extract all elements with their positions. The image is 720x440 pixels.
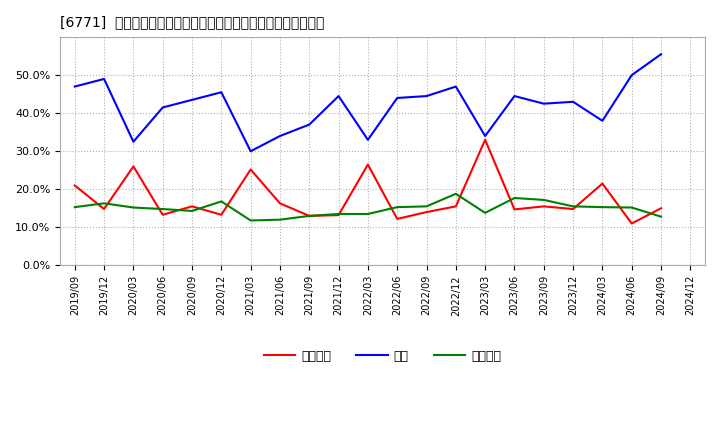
在庫	[188, 97, 197, 103]
売上債権	[305, 213, 314, 219]
売上債権	[158, 212, 167, 217]
在庫	[158, 105, 167, 110]
売上債権	[71, 183, 79, 188]
売上債権	[451, 204, 460, 209]
買入債務	[100, 201, 109, 206]
在庫	[217, 90, 225, 95]
売上債権	[364, 162, 372, 167]
在庫	[598, 118, 607, 124]
在庫	[510, 93, 519, 99]
買入債務	[569, 204, 577, 209]
在庫	[364, 137, 372, 143]
買入債務	[188, 208, 197, 213]
売上債権	[276, 201, 284, 206]
買入債務	[422, 204, 431, 209]
Text: [6771]  売上債権、在庫、買入債務の総資産に対する比率の推移: [6771] 売上債権、在庫、買入債務の総資産に対する比率の推移	[60, 15, 325, 29]
買入債務	[158, 206, 167, 212]
在庫	[334, 93, 343, 99]
買入債務	[71, 205, 79, 210]
売上債権	[539, 204, 548, 209]
買入債務	[364, 211, 372, 216]
在庫	[71, 84, 79, 89]
売上債権	[393, 216, 402, 222]
在庫	[627, 73, 636, 78]
在庫	[569, 99, 577, 104]
在庫	[129, 139, 138, 144]
Line: 売上債権: 売上債権	[75, 140, 661, 224]
買入債務	[598, 205, 607, 210]
売上債権	[246, 167, 255, 172]
売上債権	[481, 137, 490, 143]
在庫	[422, 93, 431, 99]
買入債務	[481, 210, 490, 216]
売上債権	[569, 206, 577, 212]
在庫	[451, 84, 460, 89]
売上債権	[627, 221, 636, 226]
在庫	[539, 101, 548, 106]
Line: 在庫: 在庫	[75, 54, 661, 151]
買入債務	[129, 205, 138, 210]
買入債務	[657, 214, 665, 219]
売上債権	[422, 209, 431, 215]
売上債権	[100, 206, 109, 212]
売上債権	[129, 164, 138, 169]
買入債務	[276, 217, 284, 222]
買入債務	[451, 191, 460, 197]
在庫	[657, 51, 665, 57]
Line: 買入債務: 買入債務	[75, 194, 661, 220]
Legend: 売上債権, 在庫, 買入債務: 売上債権, 在庫, 買入債務	[258, 345, 506, 367]
買入債務	[334, 211, 343, 216]
在庫	[393, 95, 402, 101]
買入債務	[510, 195, 519, 201]
売上債権	[657, 205, 665, 211]
売上債権	[217, 212, 225, 217]
売上債権	[510, 207, 519, 212]
売上債権	[598, 181, 607, 186]
買入債務	[539, 197, 548, 202]
買入債務	[627, 205, 636, 210]
買入債務	[246, 218, 255, 223]
在庫	[276, 133, 284, 139]
在庫	[481, 133, 490, 139]
買入債務	[217, 199, 225, 204]
売上債権	[334, 213, 343, 218]
売上債権	[188, 204, 197, 209]
在庫	[305, 122, 314, 127]
買入債務	[393, 205, 402, 210]
買入債務	[305, 213, 314, 219]
在庫	[246, 149, 255, 154]
在庫	[100, 76, 109, 81]
